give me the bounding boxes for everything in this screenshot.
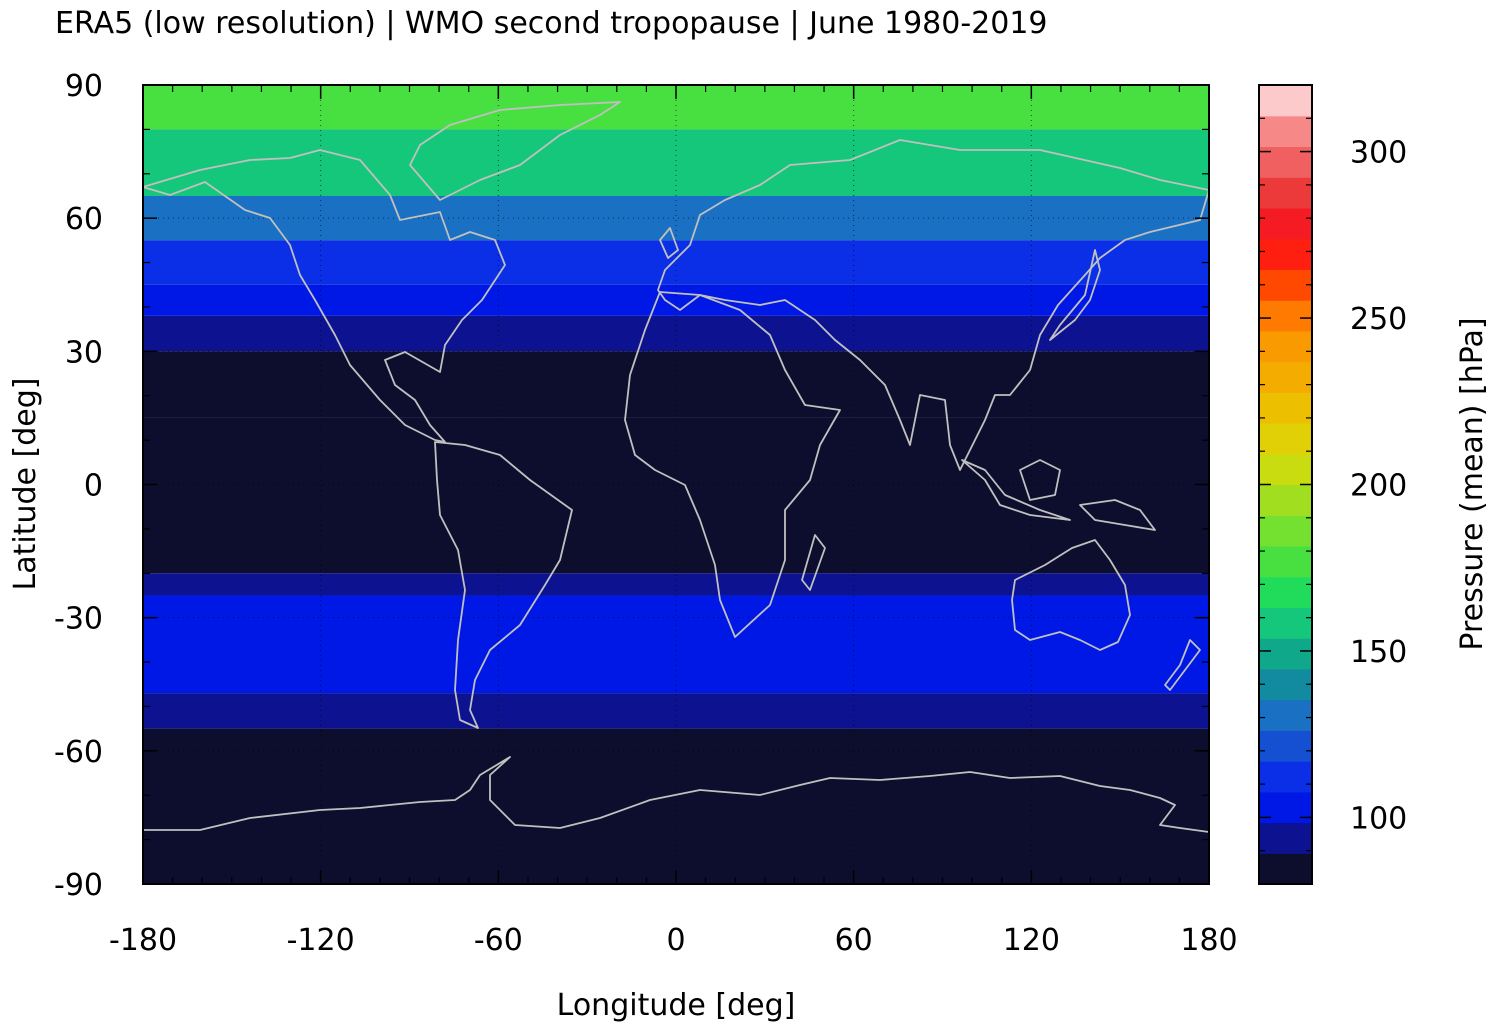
colorbar <box>1259 85 1312 885</box>
heatmap-band <box>143 573 1209 596</box>
colorbar-tick-label: 250 <box>1350 302 1407 337</box>
colorbar-tick-label: 100 <box>1350 801 1407 836</box>
coastlines <box>143 101 1209 833</box>
coastline-sumatra-java <box>961 459 1071 521</box>
colorbar-step <box>1259 668 1312 701</box>
heatmap-band <box>143 728 1209 884</box>
colorbar-step <box>1259 361 1312 393</box>
heatmap-band <box>143 595 1209 694</box>
x-tick-label: -180 <box>109 923 177 958</box>
colorbar-step <box>1259 576 1312 609</box>
x-tick-label: 180 <box>1180 923 1237 958</box>
coastline-north-america <box>143 149 506 443</box>
plot-area <box>143 85 1209 884</box>
y-tick-label: 60 <box>65 202 103 237</box>
coastline-australia <box>1011 539 1131 651</box>
coastline-south-america <box>434 441 573 729</box>
colorbar-step <box>1259 453 1312 486</box>
colorbar-step <box>1259 392 1312 424</box>
colorbar-step <box>1259 423 1312 455</box>
coastline-new-zealand <box>1164 639 1201 691</box>
coastline-uk <box>659 227 679 259</box>
colorbar-tick-label: 300 <box>1350 136 1407 171</box>
colorbar-step <box>1259 791 1312 824</box>
colorbar-step <box>1259 607 1312 639</box>
coastline-eurasia <box>657 139 1209 471</box>
x-axis: -180 -120 -60 0 60 120 180 <box>109 85 1238 958</box>
y-tick-label: 0 <box>84 469 103 504</box>
colorbar-step <box>1259 177 1312 209</box>
colorbar-step <box>1259 638 1312 670</box>
coastline-borneo <box>1019 459 1061 501</box>
colorbar-step <box>1259 85 1312 117</box>
y-axis: 90 60 30 0 -30 -60 -90 <box>54 69 1209 903</box>
y-tick-label: -90 <box>54 868 103 903</box>
colorbar-step <box>1259 545 1312 578</box>
coastline-greenland <box>409 101 621 201</box>
x-tick-label: -60 <box>474 923 523 958</box>
colorbar-step <box>1259 238 1312 270</box>
x-tick-label: 120 <box>1003 923 1060 958</box>
coastline-new-guinea <box>1079 499 1156 531</box>
colorbar-step <box>1259 730 1312 762</box>
colorbar-step <box>1259 115 1312 148</box>
x-axis-label: Longitude [deg] <box>557 988 796 1023</box>
colorbar-step <box>1259 853 1312 885</box>
coastline-japan <box>1049 249 1101 341</box>
colorbar-axis: 100 150 200 250 300 <box>1259 117 1407 852</box>
chart-title: ERA5 (low resolution) | WMO second tropo… <box>55 6 1048 41</box>
x-tick-label: 0 <box>666 923 685 958</box>
coastline-antarctica <box>143 756 1209 833</box>
colorbar-label: Pressure (mean) [hPa] <box>1455 317 1490 650</box>
colorbar-step <box>1259 330 1312 363</box>
coastline-africa <box>624 291 841 638</box>
y-axis-label: Latitude [deg] <box>8 378 43 591</box>
colorbar-step <box>1259 822 1312 854</box>
colorbar-tick-label: 150 <box>1350 635 1407 670</box>
grid <box>143 85 1209 884</box>
colorbar-step <box>1259 269 1312 301</box>
x-tick-label: -120 <box>287 923 355 958</box>
heatmap-band <box>143 351 1209 418</box>
colorbar-step <box>1259 761 1312 793</box>
x-tick-label: 60 <box>835 923 873 958</box>
colorbar-step <box>1259 699 1312 731</box>
y-tick-label: -30 <box>54 602 103 637</box>
coastline-madagascar <box>801 534 826 591</box>
colorbar-step <box>1259 207 1312 240</box>
colorbar-step <box>1259 515 1312 547</box>
heatmap-band <box>143 195 1209 241</box>
y-tick-label: -60 <box>54 735 103 770</box>
colorbar-tick-label: 200 <box>1350 469 1407 504</box>
heatmap-band <box>143 240 1209 285</box>
colorbar-step <box>1259 300 1312 332</box>
colorbar-step <box>1259 484 1312 516</box>
y-tick-label: 90 <box>65 69 103 104</box>
y-tick-label: 30 <box>65 335 103 370</box>
